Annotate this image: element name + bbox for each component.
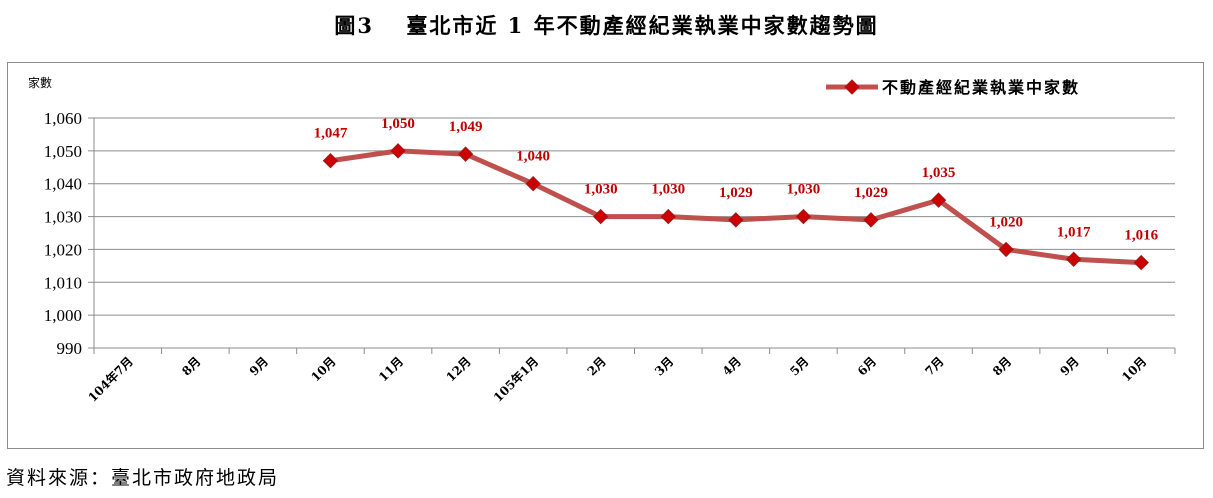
x-tick-label: 2月 [585,354,609,378]
data-label: 1,040 [516,149,550,165]
chart-title: 圖3 臺北市近 1 年不動產經紀業執業中家數趨勢圖 [334,13,879,38]
data-point [728,212,744,228]
y-axis-label: 家數 [28,75,52,90]
data-label: 1,030 [787,182,821,198]
x-tick-label: 105年1月 [490,354,541,405]
data-label: 1,030 [651,182,685,198]
x-tick-label: 5月 [787,354,811,378]
y-tick-label: 1,020 [44,240,82,259]
source-note: 資料來源：臺北市政府地政局 [6,467,280,489]
data-point [660,208,676,225]
data-label: 1,029 [854,185,888,201]
data-label: 1,017 [1057,224,1091,240]
data-point [1133,254,1149,271]
data-point [525,176,541,192]
legend-label: 不動產經紀業執業中家數 [882,78,1080,97]
y-tick-label: 1,000 [44,306,82,325]
data-point [390,143,406,159]
data-point [998,241,1014,258]
data-label: 1,047 [314,126,348,142]
x-tick-label: 12月 [444,354,474,384]
data-point [322,153,339,169]
data-label: 1,049 [449,119,483,135]
data-point [593,208,609,225]
data-point [1065,251,1082,267]
x-tick-label: 9月 [247,354,271,378]
x-tick-label: 7月 [922,354,946,378]
data-label: 1,030 [584,182,618,198]
x-tick-label: 104年7月 [85,354,136,405]
y-tick-label: 1,040 [44,175,82,194]
line-chart: 家數 1,060 1,050 1,040 1,030 1,020 1,010 1,000 990… [28,75,1176,405]
data-point [930,192,947,208]
x-tick-label: 4月 [720,354,744,378]
x-tick-label: 10月 [308,354,338,384]
y-tick-label: 1,050 [44,142,82,161]
y-tick-label: 1,030 [44,208,82,227]
legend-marker [844,79,860,95]
data-label: 1,029 [719,185,753,201]
y-tick-label: 990 [57,339,83,358]
data-label: 1,050 [381,116,415,132]
data-point [457,146,474,162]
x-tick-label: 10月 [1119,354,1149,384]
data-label: 1,035 [922,165,956,181]
x-tick-label: 8月 [179,354,203,378]
chart-frame: 家數 1,060 1,050 1,040 1,030 1,020 1,010 1,000 990… [7,62,1204,449]
y-tick-label: 1,010 [44,273,82,292]
data-point [863,212,879,228]
y-tick-label: 1,060 [44,109,82,128]
x-tick-label: 6月 [855,354,879,378]
data-label: 1,020 [989,214,1023,230]
data-point [795,208,812,225]
data-label: 1,016 [1124,228,1158,244]
x-tick-label: 8月 [990,354,1014,378]
x-tick-label: 3月 [652,354,676,378]
x-tick-label: 11月 [376,354,406,384]
x-tick-label: 9月 [1057,354,1081,378]
series-line [330,148,1142,266]
